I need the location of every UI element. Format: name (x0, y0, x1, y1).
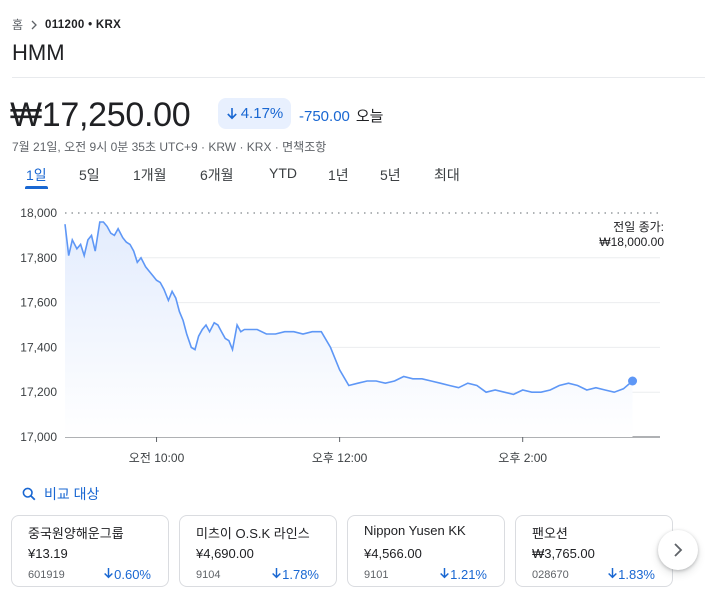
breadcrumb-home-link[interactable]: 홈 (12, 18, 24, 32)
tab-1d[interactable]: 1일 (26, 167, 47, 183)
chevron-right-icon (31, 20, 37, 29)
previous-close-value: ₩18,000.00 (599, 235, 664, 249)
tab-5d[interactable]: 5일 (79, 167, 100, 183)
current-price: ₩17,250.00 (10, 96, 191, 134)
last-price-marker (628, 376, 638, 386)
y-tick-label: 17,200 (20, 385, 57, 399)
y-tick-label: 18,000 (20, 206, 57, 220)
x-tick-label: 오전 10:00 (129, 451, 185, 465)
card-change-value: 0.60% (114, 567, 151, 582)
card-name: 팬오션 (532, 526, 568, 541)
active-tab-indicator (25, 186, 48, 189)
tab-6m[interactable]: 6개월 (200, 167, 234, 183)
arrow-down-icon (440, 567, 449, 579)
card-price: ₩3,765.00 (532, 546, 595, 561)
divider (12, 77, 705, 78)
card-change-value: 1.83% (618, 567, 655, 582)
arrow-down-icon (104, 567, 113, 579)
card-price: ¥4,566.00 (364, 546, 422, 561)
y-axis: 18,000 17,800 17,600 17,400 17,200 17,000 (20, 206, 57, 444)
x-axis: 오전 10:00 오후 12:00 오후 2:00 (129, 437, 547, 465)
tab-ytd[interactable]: YTD (269, 165, 297, 181)
card-price: ¥4,690.00 (196, 546, 254, 561)
y-tick-label: 17,800 (20, 251, 57, 265)
card-change-value: 1.21% (450, 567, 487, 582)
price-chart[interactable]: 18,000 17,800 17,600 17,400 17,200 17,000 오전 … (0, 200, 705, 470)
breadcrumb: 홈 011200 • KRX (12, 16, 121, 33)
x-tick-label: 오후 12:00 (312, 451, 368, 465)
compare-card[interactable]: 미츠이 O.S.K 라인스 ¥4,690.00 9104 1.78% (179, 515, 337, 587)
card-price: ¥13.19 (28, 546, 68, 561)
y-tick-label: 17,000 (20, 430, 57, 444)
arrow-down-icon (226, 108, 237, 120)
change-period: 오늘 (355, 108, 384, 125)
card-change: 1.78% (271, 567, 319, 582)
tab-1m[interactable]: 1개월 (133, 167, 167, 183)
card-change: 0.60% (103, 567, 151, 582)
chevron-right-icon (674, 543, 683, 557)
card-ticker: 9104 (196, 569, 221, 581)
next-cards-button[interactable] (658, 530, 698, 570)
card-name: Nippon Yusen KK (364, 523, 466, 538)
arrow-down-icon (608, 567, 617, 579)
compare-card[interactable]: Nippon Yusen KK ¥4,566.00 9101 1.21% (347, 515, 505, 587)
y-tick-label: 17,600 (20, 296, 57, 310)
compare-to-label: 비교 대상 (44, 486, 100, 502)
change-absolute-value: -750.00 (299, 108, 350, 125)
card-change: 1.83% (607, 567, 655, 582)
breadcrumb-symbol: 011200 • KRX (45, 18, 122, 31)
change-percent-badge: 4.17% (218, 98, 291, 129)
range-tabs: 1일 5일 1개월 6개월 YTD 1년 5년 최대 (0, 163, 480, 191)
card-change-value: 1.78% (282, 567, 319, 582)
x-tick-label: 오후 2:00 (498, 451, 547, 465)
card-ticker: 601919 (28, 569, 65, 581)
card-ticker: 9101 (364, 569, 389, 581)
card-change: 1.21% (439, 567, 487, 582)
card-name: 중국원양해운그룹 (28, 526, 124, 541)
previous-close-label: 전일 종가: (613, 220, 664, 234)
quote-meta: 7월 21일, 오전 9시 0분 35초 UTC+9 · KRW · KRX ·… (12, 140, 327, 154)
compare-card[interactable]: 팬오션 ₩3,765.00 028670 1.83% (515, 515, 673, 587)
change-percent: 4.17% (240, 105, 284, 122)
change-absolute: -750.00 오늘 (299, 105, 383, 126)
tab-max[interactable]: 최대 (434, 167, 460, 183)
search-icon (22, 487, 36, 501)
chart-area (65, 222, 633, 437)
card-name: 미츠이 O.S.K 라인스 (196, 526, 310, 541)
compare-to-link[interactable]: 비교 대상 (22, 484, 99, 504)
compare-card[interactable]: 중국원양해운그룹 ¥13.19 601919 0.60% (11, 515, 169, 587)
page-title: HMM (12, 40, 65, 65)
arrow-down-icon (272, 567, 281, 579)
price-line (64, 221, 634, 396)
tab-5y[interactable]: 5년 (380, 167, 401, 183)
tab-1y[interactable]: 1년 (328, 167, 349, 183)
card-ticker: 028670 (532, 569, 569, 581)
y-tick-label: 17,400 (20, 340, 57, 354)
